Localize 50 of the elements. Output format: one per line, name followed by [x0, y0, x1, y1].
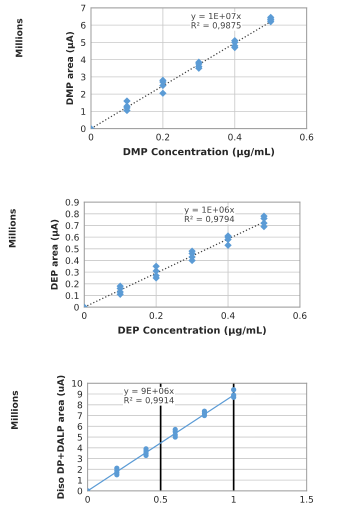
text: Millions	[8, 209, 16, 248]
y-tick-label: 0.4	[66, 257, 79, 264]
x-axis-title: DEP Concentration (µg/mL)	[118, 326, 266, 336]
y-tick-label: 6	[81, 22, 86, 29]
y-tick-label: 4	[77, 444, 82, 452]
y-tick-label: 0.9	[66, 198, 79, 206]
annotation: y = 1E+06x R² = 0,9794	[184, 206, 234, 223]
y-axis-title: DEP area (µA)	[50, 220, 60, 290]
x-tick-label: 0.2	[156, 134, 170, 140]
y-axis-title: Diso DP+DALP area (uA)	[56, 376, 66, 499]
x-tick-label: 1.5	[300, 496, 314, 503]
y-tick-label: 1	[78, 476, 82, 484]
x-tick-label: 0	[88, 134, 94, 140]
y-tick-label: 3	[78, 455, 82, 462]
y-tick-label: 5	[81, 39, 86, 46]
x-tick-label: 0.6	[300, 134, 314, 140]
y-tick-label: 3	[81, 74, 86, 80]
y-tick-label: 9	[78, 390, 82, 398]
text: Millions	[10, 390, 18, 430]
x-tick-label: 0.2	[150, 312, 162, 319]
y-tick-label: 0.7	[66, 222, 79, 230]
y-tick-label: 0.8	[66, 210, 79, 218]
y-tick-label: 5	[78, 434, 82, 441]
y-tick-label: 8	[78, 402, 82, 408]
y-tick-label: 4	[80, 56, 86, 64]
x-tick-label: 0.6	[293, 312, 307, 319]
y-tick-label: 0	[74, 304, 79, 311]
y-tick-label: 2	[81, 90, 86, 98]
x-axis-title: DMP Concentration (µg/mL)	[124, 148, 274, 158]
y-tick-label: 0.6	[66, 234, 79, 241]
y-tick-label: 2	[78, 466, 82, 473]
y-tick-label: 10	[72, 380, 82, 387]
y-tick-label: 0	[78, 488, 82, 494]
y-tick-label: 7	[81, 4, 86, 12]
y-axis-title: DMP area (µA)	[66, 32, 75, 104]
annotation: y = 9E+06x R² = 0,9914	[124, 388, 174, 404]
x-tick-label: 1	[232, 496, 236, 503]
y-tick-label: 0.2	[66, 280, 78, 288]
y-tick-label: 0.5	[66, 246, 79, 252]
y-tick-label: 6	[78, 423, 82, 430]
y-tick-label: 0	[80, 125, 86, 132]
annotation: y = 1E+07x R² = 0,9875	[191, 12, 241, 30]
y-tick-label: 0.3	[66, 268, 79, 276]
text: Millions	[15, 18, 22, 57]
y-tick-label: 7	[78, 412, 82, 419]
x-tick-label: 0.4	[221, 312, 235, 319]
x-tick-label: 0.4	[228, 134, 242, 140]
y-tick-label: 1	[81, 108, 86, 115]
x-tick-label: 0.5	[154, 496, 168, 503]
y-tick-label: 0.1	[66, 292, 79, 300]
